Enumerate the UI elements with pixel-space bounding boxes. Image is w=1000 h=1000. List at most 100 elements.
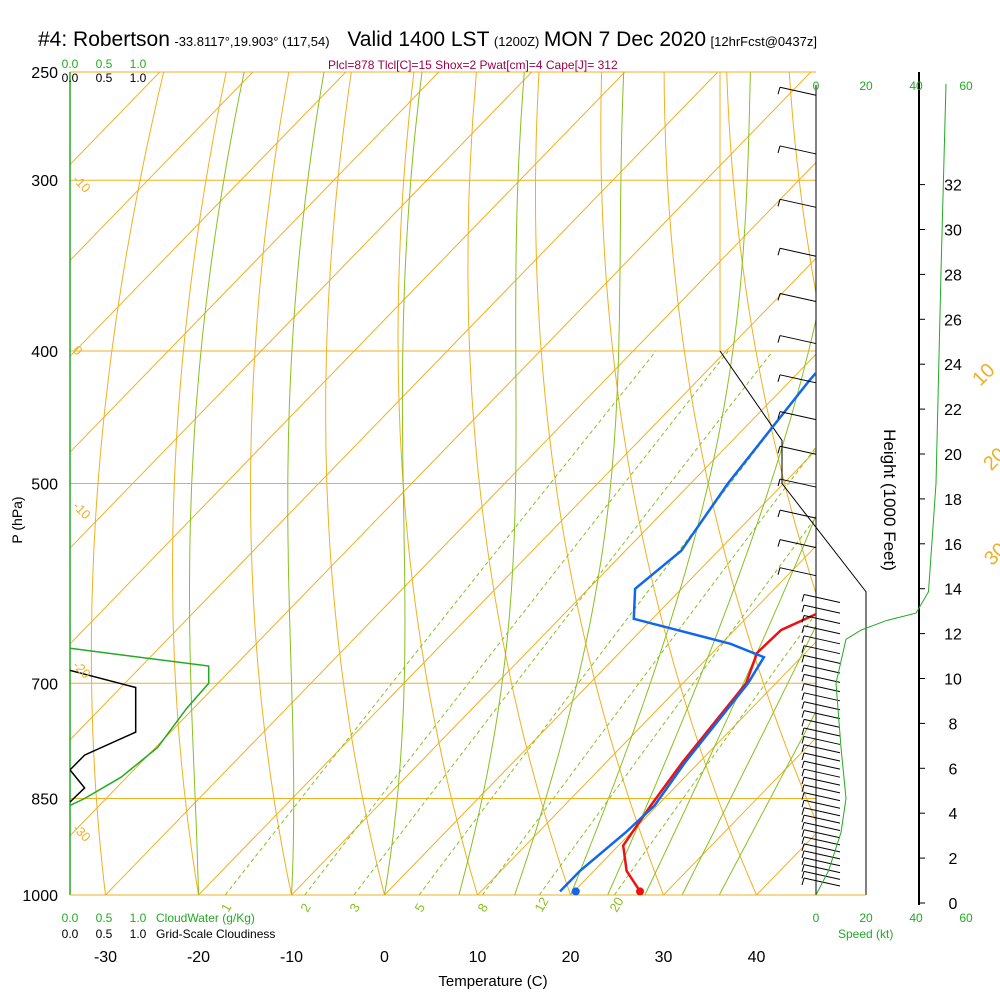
wind-barb (803, 645, 841, 655)
cloud-axis-tick: 1.0 (130, 911, 147, 925)
pressure-tick-label: 250 (31, 65, 58, 82)
wind-barb-flag (801, 604, 805, 613)
x-tick-label: 20 (562, 949, 580, 966)
dry-adiabat (663, 72, 816, 823)
mixing-ratio-line (353, 350, 774, 895)
wind-barb-flag (801, 625, 805, 633)
wind-barb-flag (801, 664, 805, 673)
height-tick-label: 2 (949, 851, 958, 868)
wind-barb (779, 445, 817, 455)
height-tick-label: 20 (944, 447, 962, 464)
dry-adiabat (467, 72, 571, 895)
wind-barb (803, 615, 841, 625)
height-tick-label: 26 (944, 312, 962, 329)
wind-barb-flag (801, 769, 805, 777)
isotherm-line (70, 72, 440, 453)
wind-barb (779, 374, 817, 384)
y-axis-label: P (hPa) (9, 496, 25, 543)
wind-barb (779, 478, 817, 488)
height-tick-label: 32 (944, 178, 962, 195)
wind-barb-flag (801, 843, 805, 852)
moist-adiabat (570, 72, 751, 895)
wind-barb-flag (777, 87, 781, 95)
height-tick-label: 18 (944, 492, 962, 509)
dewpoint-surface-marker (571, 887, 580, 896)
wind-barb (779, 145, 817, 155)
wind-barb-flag (801, 807, 805, 815)
dewpoint-profile (559, 370, 816, 893)
wind-barb (803, 821, 841, 831)
height-tick-label: 14 (944, 582, 962, 599)
wind-barb-flag (801, 829, 805, 837)
dry-adiabat (977, 72, 1000, 895)
speed-tick-bottom: 40 (909, 911, 923, 925)
wind-barb-flag (777, 145, 781, 154)
dry-adiabat (726, 72, 816, 595)
pressure-tick-label: 300 (31, 173, 58, 190)
wind-barb-flag (801, 744, 805, 752)
x-tick-label: -20 (187, 949, 210, 966)
right-axis-label: Height (1000 Feet) (880, 429, 899, 571)
wind-barb-flag (801, 719, 805, 727)
pressure-tick-label: 500 (31, 477, 58, 494)
wind-barb-flag (801, 822, 805, 830)
wind-barb-flag (801, 800, 805, 808)
mixing-ratio-label: 2 (297, 901, 314, 915)
forecast-info: [12hrFcst@0437z] (710, 34, 817, 49)
mixing-ratio-label: 5 (411, 901, 428, 915)
wind-barb (803, 692, 841, 702)
wind-barb (779, 335, 817, 345)
wind-barb-flag (777, 539, 781, 547)
height-tick-label: 10 (944, 672, 962, 689)
cloud-axis-tick: 0.0 (62, 57, 79, 71)
height-tick-label: 16 (944, 537, 962, 554)
moist-adiabat (681, 624, 816, 895)
wind-barb-flag (801, 683, 805, 691)
wind-barb-flag (801, 857, 805, 865)
wind-barb (803, 829, 841, 839)
x-axis-label: Temperature (C) (438, 973, 547, 990)
isotherm-label: 30 (980, 539, 1000, 570)
height-tick-label: 22 (944, 402, 962, 419)
dry-adiabat (535, 72, 664, 895)
valid-date: MON 7 Dec 2020 (543, 28, 707, 51)
speed-tick-bottom: 60 (959, 911, 973, 925)
moist-adiabat (718, 710, 816, 895)
wind-barb-flag (801, 877, 805, 886)
wind-barb (803, 625, 841, 635)
x-tick-label: 40 (748, 949, 766, 966)
wind-barb-flag (801, 645, 805, 653)
mixing-ratio-label: 12 (531, 894, 551, 914)
cloud-axis-tick: 1.0 (130, 57, 147, 71)
x-tick-label: 0 (380, 949, 389, 966)
wind-barb (803, 776, 841, 786)
wind-speed-profile (815, 83, 947, 896)
cloud-axis-tick: 0.0 (62, 911, 79, 925)
wind-barb (803, 784, 841, 794)
wind-barb (803, 718, 841, 728)
height-tick-label: 8 (949, 716, 958, 733)
wind-barb-flag (801, 692, 805, 700)
pressure-tick-label: 400 (31, 344, 58, 361)
wind-barb (779, 539, 817, 549)
wind-barb-flag (777, 411, 781, 419)
wind-barb (803, 857, 841, 867)
speed-tick-top: 0 (813, 79, 820, 93)
wind-barb-flag (801, 752, 805, 761)
wind-barb-flag (801, 736, 805, 744)
wind-barb (803, 870, 841, 880)
isotherm-label: -30 (70, 821, 94, 845)
wind-barb (803, 701, 841, 711)
wind-barb (803, 673, 841, 683)
moist-adiabat (287, 72, 325, 895)
wind-barb (779, 198, 817, 208)
mixing-ratio-line (613, 612, 816, 895)
cloud-axis-tick: 0.5 (96, 71, 113, 85)
mixing-ratio-label: 20 (606, 894, 626, 914)
cloudwater-label: CloudWater (g/Kg) (156, 911, 255, 925)
wind-barb-flag (777, 293, 781, 301)
moist-adiabat (644, 514, 816, 895)
dry-adiabat (852, 72, 1000, 895)
isotherm-label: 0 (70, 343, 86, 359)
